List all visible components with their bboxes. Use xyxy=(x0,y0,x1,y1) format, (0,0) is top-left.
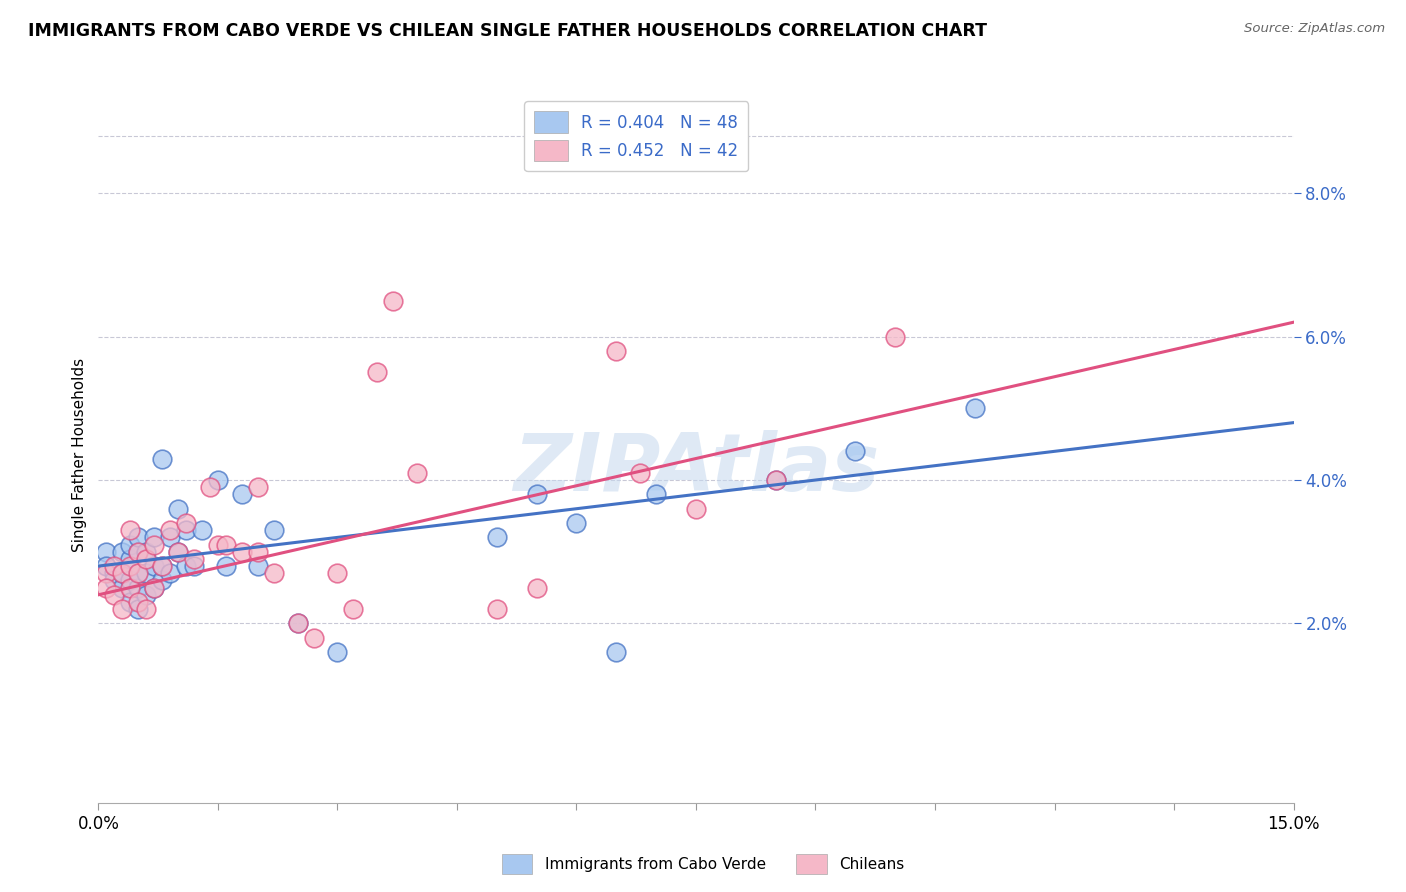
Point xyxy=(263,566,285,581)
Point xyxy=(127,595,149,609)
Point xyxy=(183,559,205,574)
Point xyxy=(96,566,118,581)
Point xyxy=(96,559,118,574)
Point xyxy=(120,595,142,609)
Point xyxy=(685,501,707,516)
Point xyxy=(96,581,118,595)
Point xyxy=(207,473,229,487)
Point xyxy=(174,559,197,574)
Point xyxy=(645,487,668,501)
Point xyxy=(231,545,253,559)
Point xyxy=(628,466,651,480)
Point xyxy=(103,559,125,574)
Point xyxy=(198,480,221,494)
Point xyxy=(96,545,118,559)
Point xyxy=(150,559,173,574)
Point xyxy=(143,559,166,574)
Point xyxy=(120,538,142,552)
Point xyxy=(844,444,866,458)
Point xyxy=(135,588,157,602)
Point xyxy=(565,516,588,530)
Point xyxy=(485,530,508,544)
Point xyxy=(287,616,309,631)
Point xyxy=(127,566,149,581)
Point xyxy=(103,566,125,581)
Point xyxy=(366,366,388,380)
Point xyxy=(605,343,627,358)
Point xyxy=(174,523,197,537)
Point xyxy=(111,566,134,581)
Point xyxy=(135,602,157,616)
Point xyxy=(302,631,325,645)
Text: IMMIGRANTS FROM CABO VERDE VS CHILEAN SINGLE FATHER HOUSEHOLDS CORRELATION CHART: IMMIGRANTS FROM CABO VERDE VS CHILEAN SI… xyxy=(28,22,987,40)
Point xyxy=(159,523,181,537)
Point xyxy=(127,566,149,581)
Point xyxy=(231,487,253,501)
Point xyxy=(167,545,190,559)
Point xyxy=(326,566,349,581)
Point xyxy=(143,581,166,595)
Point xyxy=(406,466,429,480)
Text: Source: ZipAtlas.com: Source: ZipAtlas.com xyxy=(1244,22,1385,36)
Point xyxy=(167,501,190,516)
Point xyxy=(326,645,349,659)
Point xyxy=(884,329,907,343)
Point xyxy=(143,538,166,552)
Point xyxy=(120,523,142,537)
Point xyxy=(150,574,173,588)
Point xyxy=(143,581,166,595)
Point xyxy=(103,574,125,588)
Point xyxy=(215,559,238,574)
Point xyxy=(150,559,173,574)
Point xyxy=(120,581,142,595)
Point xyxy=(120,559,142,574)
Point xyxy=(765,473,787,487)
Point xyxy=(183,552,205,566)
Point xyxy=(127,545,149,559)
Point xyxy=(127,545,149,559)
Point xyxy=(135,566,157,581)
Point xyxy=(103,588,125,602)
Point xyxy=(963,401,986,416)
Point xyxy=(485,602,508,616)
Point xyxy=(526,581,548,595)
Point xyxy=(382,293,405,308)
Point xyxy=(111,581,134,595)
Legend: Immigrants from Cabo Verde, Chileans: Immigrants from Cabo Verde, Chileans xyxy=(496,848,910,880)
Point xyxy=(246,545,269,559)
Point xyxy=(111,566,134,581)
Point xyxy=(127,581,149,595)
Text: ZIPAtlas: ZIPAtlas xyxy=(513,430,879,508)
Point xyxy=(111,545,134,559)
Point xyxy=(207,538,229,552)
Point xyxy=(342,602,364,616)
Point xyxy=(174,516,197,530)
Point xyxy=(127,602,149,616)
Point xyxy=(191,523,214,537)
Point xyxy=(150,451,173,466)
Point xyxy=(287,616,309,631)
Point xyxy=(120,552,142,566)
Point xyxy=(167,545,190,559)
Point xyxy=(215,538,238,552)
Point xyxy=(159,566,181,581)
Point xyxy=(135,552,157,566)
Point xyxy=(111,602,134,616)
Point xyxy=(526,487,548,501)
Point xyxy=(159,530,181,544)
Point xyxy=(143,530,166,544)
Legend: R = 0.404   N = 48, R = 0.452   N = 42: R = 0.404 N = 48, R = 0.452 N = 42 xyxy=(524,102,748,171)
Point xyxy=(605,645,627,659)
Point xyxy=(246,559,269,574)
Point xyxy=(120,574,142,588)
Point xyxy=(263,523,285,537)
Point xyxy=(127,530,149,544)
Y-axis label: Single Father Households: Single Father Households xyxy=(72,358,87,552)
Point xyxy=(765,473,787,487)
Point xyxy=(246,480,269,494)
Point xyxy=(135,545,157,559)
